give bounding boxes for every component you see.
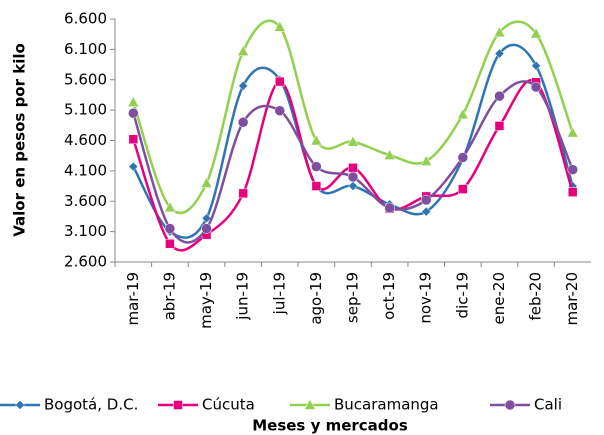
y-tick-label: 2.600: [64, 253, 107, 271]
x-tick-label: dic-19: [453, 272, 471, 318]
data-point: [128, 107, 139, 119]
x-tick-label: may-19: [197, 272, 215, 329]
y-tick-label: 3.600: [64, 192, 107, 210]
data-point: [164, 201, 176, 213]
data-point: [456, 108, 469, 120]
legend-marker: [15, 400, 25, 410]
x-tick-label: oct-19: [380, 272, 398, 320]
x-tick-label: ago-19: [307, 272, 325, 325]
data-point: [274, 105, 286, 116]
data-point: [567, 164, 578, 175]
data-point: [421, 206, 432, 217]
data-point: [238, 188, 248, 199]
legend-label: Bucaramanga: [334, 396, 439, 414]
data-point: [531, 60, 541, 71]
data-point: [311, 161, 322, 172]
data-point: [128, 134, 139, 145]
legend-marker: [504, 399, 516, 411]
y-tick-label: 3.100: [64, 222, 107, 240]
data-point: [164, 223, 176, 234]
data-point: [347, 171, 359, 183]
data-point: [165, 239, 175, 249]
data-point: [311, 181, 322, 191]
data-point: [273, 20, 286, 32]
data-point: [201, 223, 212, 234]
data-point: [237, 45, 250, 56]
data-point: [420, 155, 433, 166]
y-tick-label: 6.600: [64, 10, 107, 28]
y-tick-label: 4.600: [64, 131, 107, 149]
x-tick-label: nov-19: [417, 272, 435, 324]
series-line: [132, 80, 574, 244]
data-point: [347, 135, 359, 147]
data-point: [238, 80, 249, 91]
legend-label: Cali: [534, 396, 562, 414]
data-point: [567, 187, 578, 197]
data-point: [494, 90, 505, 102]
data-point: [458, 184, 468, 194]
data-point: [128, 161, 139, 172]
data-point: [201, 213, 212, 224]
data-point: [348, 181, 358, 191]
data-point: [566, 126, 579, 138]
x-tick-label: mar-20: [563, 272, 581, 326]
legend-marker: [173, 400, 183, 410]
x-tick-label: ene-20: [490, 272, 508, 324]
data-point: [494, 121, 505, 131]
x-axis-title: Meses y mercados: [252, 417, 408, 435]
x-tick-label: sep-19: [344, 272, 362, 323]
y-tick-label: 5.100: [64, 101, 107, 119]
data-point: [494, 48, 505, 59]
y-axis-title: Valor en pesos por kilo: [11, 43, 29, 237]
x-tick-label: feb-20: [527, 272, 545, 321]
x-tick-label: mar-19: [124, 272, 142, 326]
data-point: [493, 26, 506, 38]
data-point: [420, 194, 432, 206]
data-point: [237, 117, 249, 128]
y-tick-label: 6.100: [64, 40, 107, 58]
y-tick-label: 4.100: [64, 161, 107, 179]
y-tick-label: 5.600: [64, 70, 107, 88]
legend-marker: [304, 398, 316, 410]
data-point: [384, 202, 395, 214]
data-point: [310, 134, 323, 146]
legend-label: Cúcuta: [202, 396, 255, 414]
data-point: [383, 149, 396, 160]
data-point: [348, 163, 358, 173]
data-point: [127, 96, 140, 107]
data-point: [530, 27, 542, 39]
data-point: [530, 81, 542, 93]
x-tick-label: jun-19: [234, 272, 252, 321]
data-point: [275, 76, 285, 87]
legend-label: Bogotá, D.C.: [44, 396, 138, 414]
data-point: [200, 177, 213, 188]
x-tick-label: jul-19: [270, 272, 288, 315]
x-tick-label: abr-19: [160, 272, 178, 320]
data-point: [457, 152, 469, 163]
